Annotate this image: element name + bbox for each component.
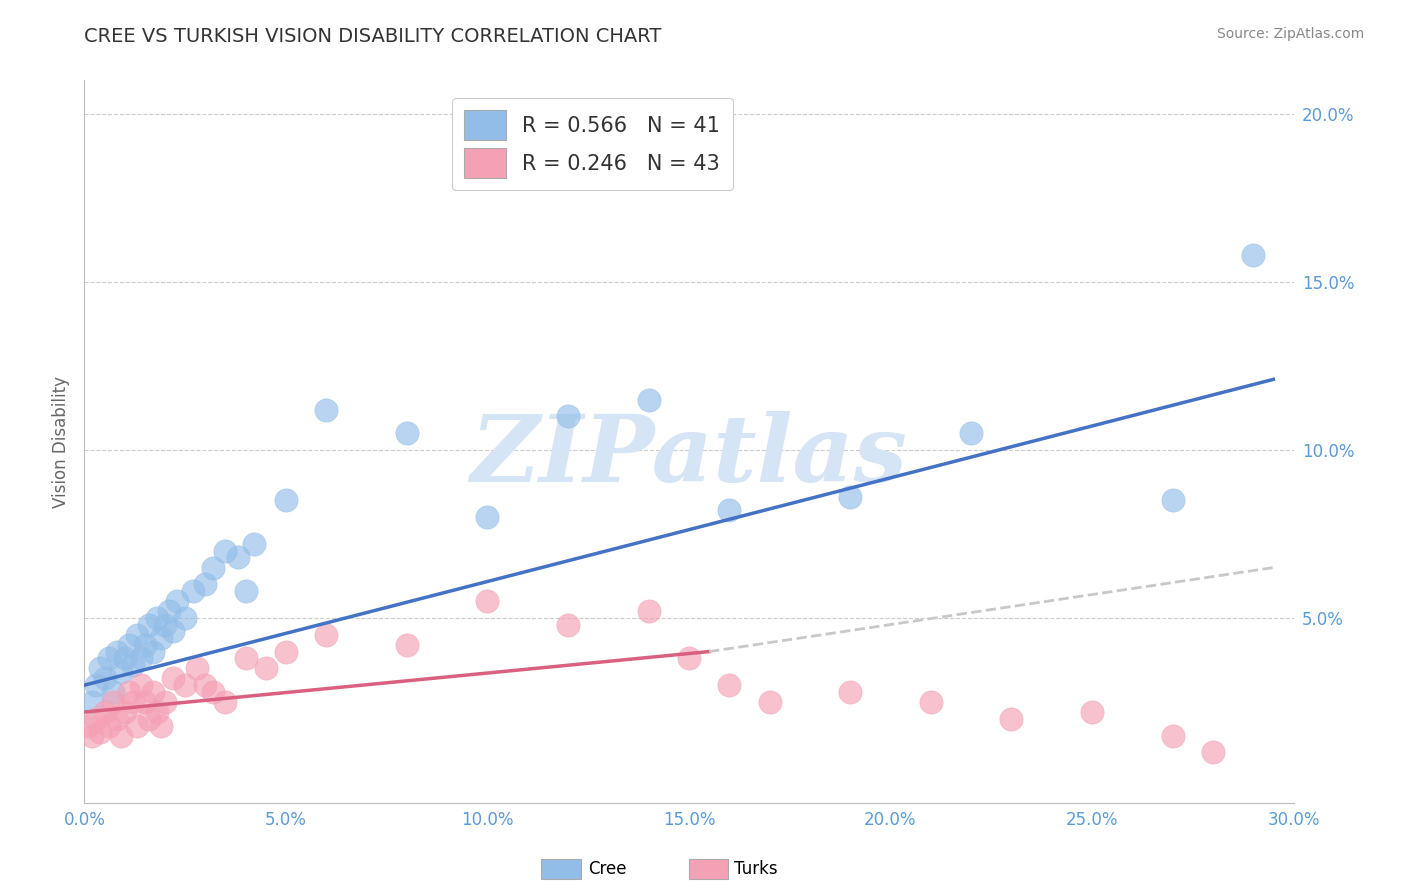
Point bbox=[174, 678, 197, 692]
Point bbox=[174, 611, 197, 625]
Point bbox=[146, 705, 169, 719]
Point bbox=[162, 624, 184, 639]
Point bbox=[97, 718, 120, 732]
Point bbox=[89, 725, 111, 739]
Point bbox=[97, 651, 120, 665]
Point bbox=[194, 577, 217, 591]
Point bbox=[214, 695, 236, 709]
Point bbox=[477, 594, 499, 608]
Legend: R = 0.566   N = 41, R = 0.246   N = 43: R = 0.566 N = 41, R = 0.246 N = 43 bbox=[451, 98, 733, 190]
Point bbox=[315, 628, 337, 642]
Point bbox=[1081, 705, 1104, 719]
Point bbox=[315, 402, 337, 417]
Point bbox=[1161, 493, 1184, 508]
Point bbox=[121, 695, 143, 709]
Point bbox=[718, 503, 741, 517]
Point bbox=[129, 651, 152, 665]
Point bbox=[202, 560, 225, 574]
Point bbox=[89, 661, 111, 675]
Point bbox=[125, 718, 148, 732]
Point bbox=[93, 705, 115, 719]
Point bbox=[101, 685, 124, 699]
Point bbox=[101, 695, 124, 709]
Point bbox=[718, 678, 741, 692]
Point bbox=[121, 658, 143, 673]
Point bbox=[93, 672, 115, 686]
Point bbox=[142, 644, 165, 658]
Point bbox=[146, 611, 169, 625]
Point bbox=[557, 409, 579, 424]
Point bbox=[82, 729, 104, 743]
Point bbox=[274, 644, 297, 658]
Point bbox=[157, 604, 180, 618]
Point bbox=[1241, 248, 1264, 262]
Point bbox=[194, 678, 217, 692]
Point bbox=[134, 695, 156, 709]
Point bbox=[77, 718, 100, 732]
Point bbox=[110, 665, 132, 679]
Text: ZIPatlas: ZIPatlas bbox=[471, 411, 907, 501]
Point bbox=[202, 685, 225, 699]
Point bbox=[153, 617, 176, 632]
Point bbox=[82, 695, 104, 709]
Point bbox=[235, 651, 257, 665]
Point bbox=[118, 685, 141, 699]
Point bbox=[149, 631, 172, 645]
Point bbox=[162, 672, 184, 686]
Point bbox=[254, 661, 277, 675]
Point bbox=[920, 695, 942, 709]
Point bbox=[110, 729, 132, 743]
Point bbox=[134, 638, 156, 652]
FancyBboxPatch shape bbox=[541, 859, 581, 879]
Point bbox=[86, 712, 108, 726]
Point bbox=[114, 705, 136, 719]
Point bbox=[142, 685, 165, 699]
Point bbox=[1161, 729, 1184, 743]
Point bbox=[678, 651, 700, 665]
Point bbox=[129, 678, 152, 692]
Point bbox=[1000, 712, 1022, 726]
Point bbox=[114, 651, 136, 665]
Point bbox=[105, 644, 128, 658]
Point bbox=[186, 661, 208, 675]
Point bbox=[557, 617, 579, 632]
Point bbox=[242, 537, 264, 551]
Text: CREE VS TURKISH VISION DISABILITY CORRELATION CHART: CREE VS TURKISH VISION DISABILITY CORREL… bbox=[84, 27, 662, 45]
Point bbox=[138, 617, 160, 632]
Point bbox=[214, 543, 236, 558]
Point bbox=[758, 695, 780, 709]
Y-axis label: Vision Disability: Vision Disability bbox=[52, 376, 70, 508]
Point bbox=[395, 638, 418, 652]
Point bbox=[637, 604, 659, 618]
Point bbox=[105, 712, 128, 726]
Point bbox=[149, 718, 172, 732]
Point bbox=[235, 584, 257, 599]
Point bbox=[153, 695, 176, 709]
FancyBboxPatch shape bbox=[689, 859, 728, 879]
Point bbox=[839, 490, 862, 504]
Point bbox=[274, 493, 297, 508]
Point bbox=[395, 426, 418, 441]
Point bbox=[138, 712, 160, 726]
Point bbox=[125, 628, 148, 642]
Point bbox=[637, 392, 659, 407]
Point bbox=[839, 685, 862, 699]
Text: Cree: Cree bbox=[588, 860, 626, 878]
Point bbox=[477, 510, 499, 524]
Point bbox=[166, 594, 188, 608]
Point bbox=[1202, 745, 1225, 759]
Text: Source: ZipAtlas.com: Source: ZipAtlas.com bbox=[1216, 27, 1364, 41]
Text: Turks: Turks bbox=[734, 860, 778, 878]
Point bbox=[226, 550, 249, 565]
Point bbox=[181, 584, 204, 599]
Point bbox=[118, 638, 141, 652]
Point bbox=[960, 426, 983, 441]
Point bbox=[86, 678, 108, 692]
